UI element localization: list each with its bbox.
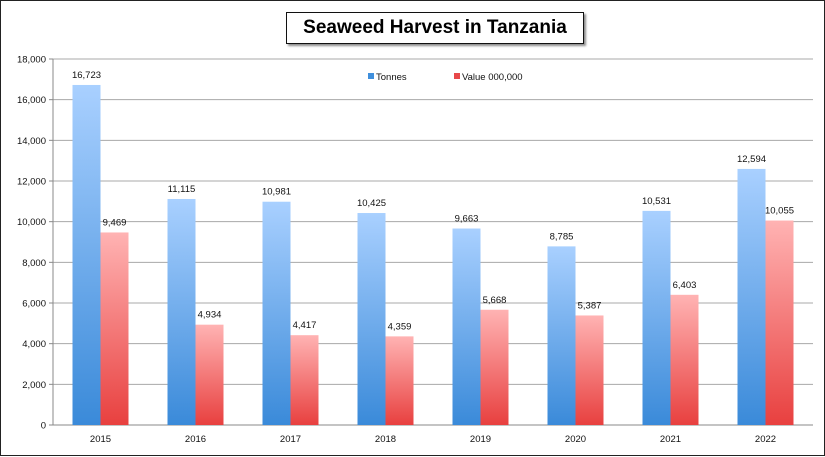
data-label: 11,115: [168, 184, 196, 195]
data-label: 16,723: [72, 70, 101, 81]
x-tick-label: 2015: [90, 434, 111, 445]
data-label: 5,668: [483, 295, 507, 306]
bar-tonnes-2022: [737, 168, 766, 425]
x-tick-label: 2020: [565, 434, 586, 445]
data-label: 10,531: [642, 196, 671, 207]
data-label: 9,663: [455, 214, 479, 225]
bar-tonnes-2019: [452, 228, 481, 425]
bar-value-2018: [385, 336, 414, 425]
bar-value-2017: [290, 335, 319, 425]
y-tick-label: 16,000: [17, 95, 46, 106]
data-label: 12,594: [737, 154, 766, 165]
y-tick-label: 18,000: [17, 55, 46, 66]
y-tick-label: 0: [41, 421, 46, 432]
legend: Tonnes Value 000,000: [368, 72, 523, 83]
bar-value-2015: [100, 232, 129, 425]
bar-value-2022: [765, 220, 794, 425]
y-tick-label: 12,000: [17, 177, 46, 188]
legend-label: Value 000,000: [462, 72, 523, 83]
bar-tonnes-2018: [357, 213, 386, 425]
x-tick-label: 2021: [660, 434, 681, 445]
bar-tonnes-2017: [262, 201, 291, 425]
data-label: 10,981: [262, 187, 291, 198]
y-tick-label: 2,000: [22, 380, 46, 391]
data-label: 4,359: [388, 321, 412, 332]
y-tick-label: 8,000: [22, 258, 46, 269]
data-label: 4,934: [198, 310, 222, 321]
bar-value-2021: [670, 294, 699, 425]
bar-tonnes-2020: [547, 246, 576, 425]
legend-label: Tonnes: [376, 72, 407, 83]
bar-tonnes-2016: [167, 198, 196, 425]
y-tick-label: 14,000: [17, 136, 46, 147]
x-tick-label: 2022: [755, 434, 776, 445]
y-tick-label: 10,000: [17, 217, 46, 228]
y-tick-label: 6,000: [22, 299, 46, 310]
legend-swatch-value: [454, 73, 460, 79]
x-tick-label: 2017: [280, 434, 301, 445]
y-tick-label: 4,000: [22, 339, 46, 350]
data-label: 9,469: [103, 217, 127, 228]
data-label: 6,403: [673, 280, 697, 291]
x-tick-label: 2016: [185, 434, 206, 445]
bar-tonnes-2015: [72, 84, 101, 425]
data-label: 10,055: [765, 206, 794, 217]
x-tick-label: 2019: [470, 434, 491, 445]
chart-title: Seaweed Harvest in Tanzania: [286, 12, 584, 44]
bar-tonnes-2021: [642, 210, 671, 425]
data-label: 4,417: [293, 320, 317, 331]
x-tick-label: 2018: [375, 434, 396, 445]
data-label: 5,387: [578, 300, 602, 311]
bar-value-2019: [480, 309, 509, 425]
bar-value-2016: [195, 324, 224, 425]
data-label: 8,785: [550, 231, 574, 242]
bar-value-2020: [575, 315, 604, 425]
legend-swatch-tonnes: [368, 73, 374, 79]
data-label: 10,425: [357, 198, 386, 209]
